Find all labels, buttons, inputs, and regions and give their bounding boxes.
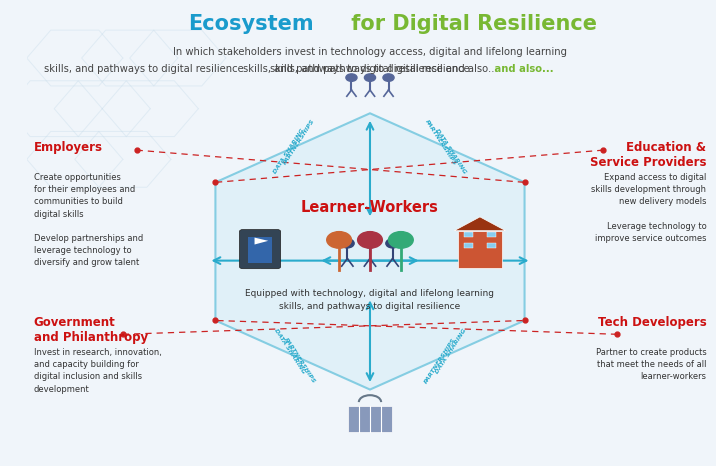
Text: In which stakeholders invest in technology access, digital and lifelong learning: In which stakeholders invest in technolo… (173, 47, 567, 56)
Text: DATA SHARING: DATA SHARING (435, 328, 467, 375)
Text: skills, and pathways to digital resilience: skills, and pathways to digital resilien… (270, 64, 470, 74)
FancyBboxPatch shape (458, 231, 502, 267)
Circle shape (364, 74, 376, 82)
Circle shape (346, 74, 357, 82)
FancyBboxPatch shape (248, 237, 272, 263)
Text: skills, and pathways to digital resilience and also...: skills, and pathways to digital resilien… (243, 64, 498, 74)
Text: Learner-Workers: Learner-Workers (301, 200, 439, 215)
Text: for Digital Resilience: for Digital Resilience (344, 14, 597, 34)
Text: Employers: Employers (34, 141, 102, 154)
Polygon shape (255, 238, 268, 245)
Text: Partner to create products
that meet the needs of all
learner-workers: Partner to create products that meet the… (596, 348, 707, 381)
Text: PARTNERSHIPS: PARTNERSHIPS (283, 118, 316, 166)
Text: PARTNERSHIPS: PARTNERSHIPS (424, 337, 457, 384)
Text: DATA SHARING: DATA SHARING (273, 328, 306, 375)
Text: Invest in research, innovation,
and capacity building for
digital inclusion and : Invest in research, innovation, and capa… (34, 348, 162, 394)
Text: Expand access to digital
skills development through
new delivery models

Leverag: Expand access to digital skills developm… (591, 173, 707, 243)
Circle shape (383, 74, 394, 82)
Circle shape (386, 239, 400, 248)
FancyBboxPatch shape (487, 243, 495, 248)
Text: Create opportunities
for their employees and
communities to build
digital skills: Create opportunities for their employees… (34, 173, 143, 267)
Circle shape (363, 239, 377, 248)
FancyBboxPatch shape (464, 232, 473, 237)
Circle shape (357, 232, 382, 248)
FancyBboxPatch shape (239, 230, 281, 269)
FancyBboxPatch shape (464, 243, 473, 248)
FancyBboxPatch shape (487, 232, 495, 237)
FancyBboxPatch shape (348, 406, 392, 432)
Polygon shape (454, 217, 505, 231)
Text: PARTNERSHIPS: PARTNERSHIPS (283, 337, 316, 384)
Circle shape (341, 239, 354, 248)
Text: skills, and pathways to digital resilience: skills, and pathways to digital resilien… (44, 64, 244, 74)
Polygon shape (216, 113, 525, 390)
Circle shape (326, 232, 352, 248)
Text: DATA SHARING: DATA SHARING (273, 128, 306, 175)
Text: PARTNERSHIPS: PARTNERSHIPS (424, 118, 457, 166)
Text: and also...: and also... (491, 64, 554, 74)
Circle shape (389, 232, 413, 248)
Text: Education &
Service Providers: Education & Service Providers (590, 141, 707, 169)
Text: Ecosystem: Ecosystem (188, 14, 314, 34)
Text: DATA SHARING: DATA SHARING (435, 128, 467, 175)
Text: Tech Developers: Tech Developers (598, 316, 707, 329)
Text: Government
and Philanthropy: Government and Philanthropy (34, 316, 147, 344)
Text: Equipped with technology, digital and lifelong learning
skills, and pathways to : Equipped with technology, digital and li… (246, 289, 495, 310)
